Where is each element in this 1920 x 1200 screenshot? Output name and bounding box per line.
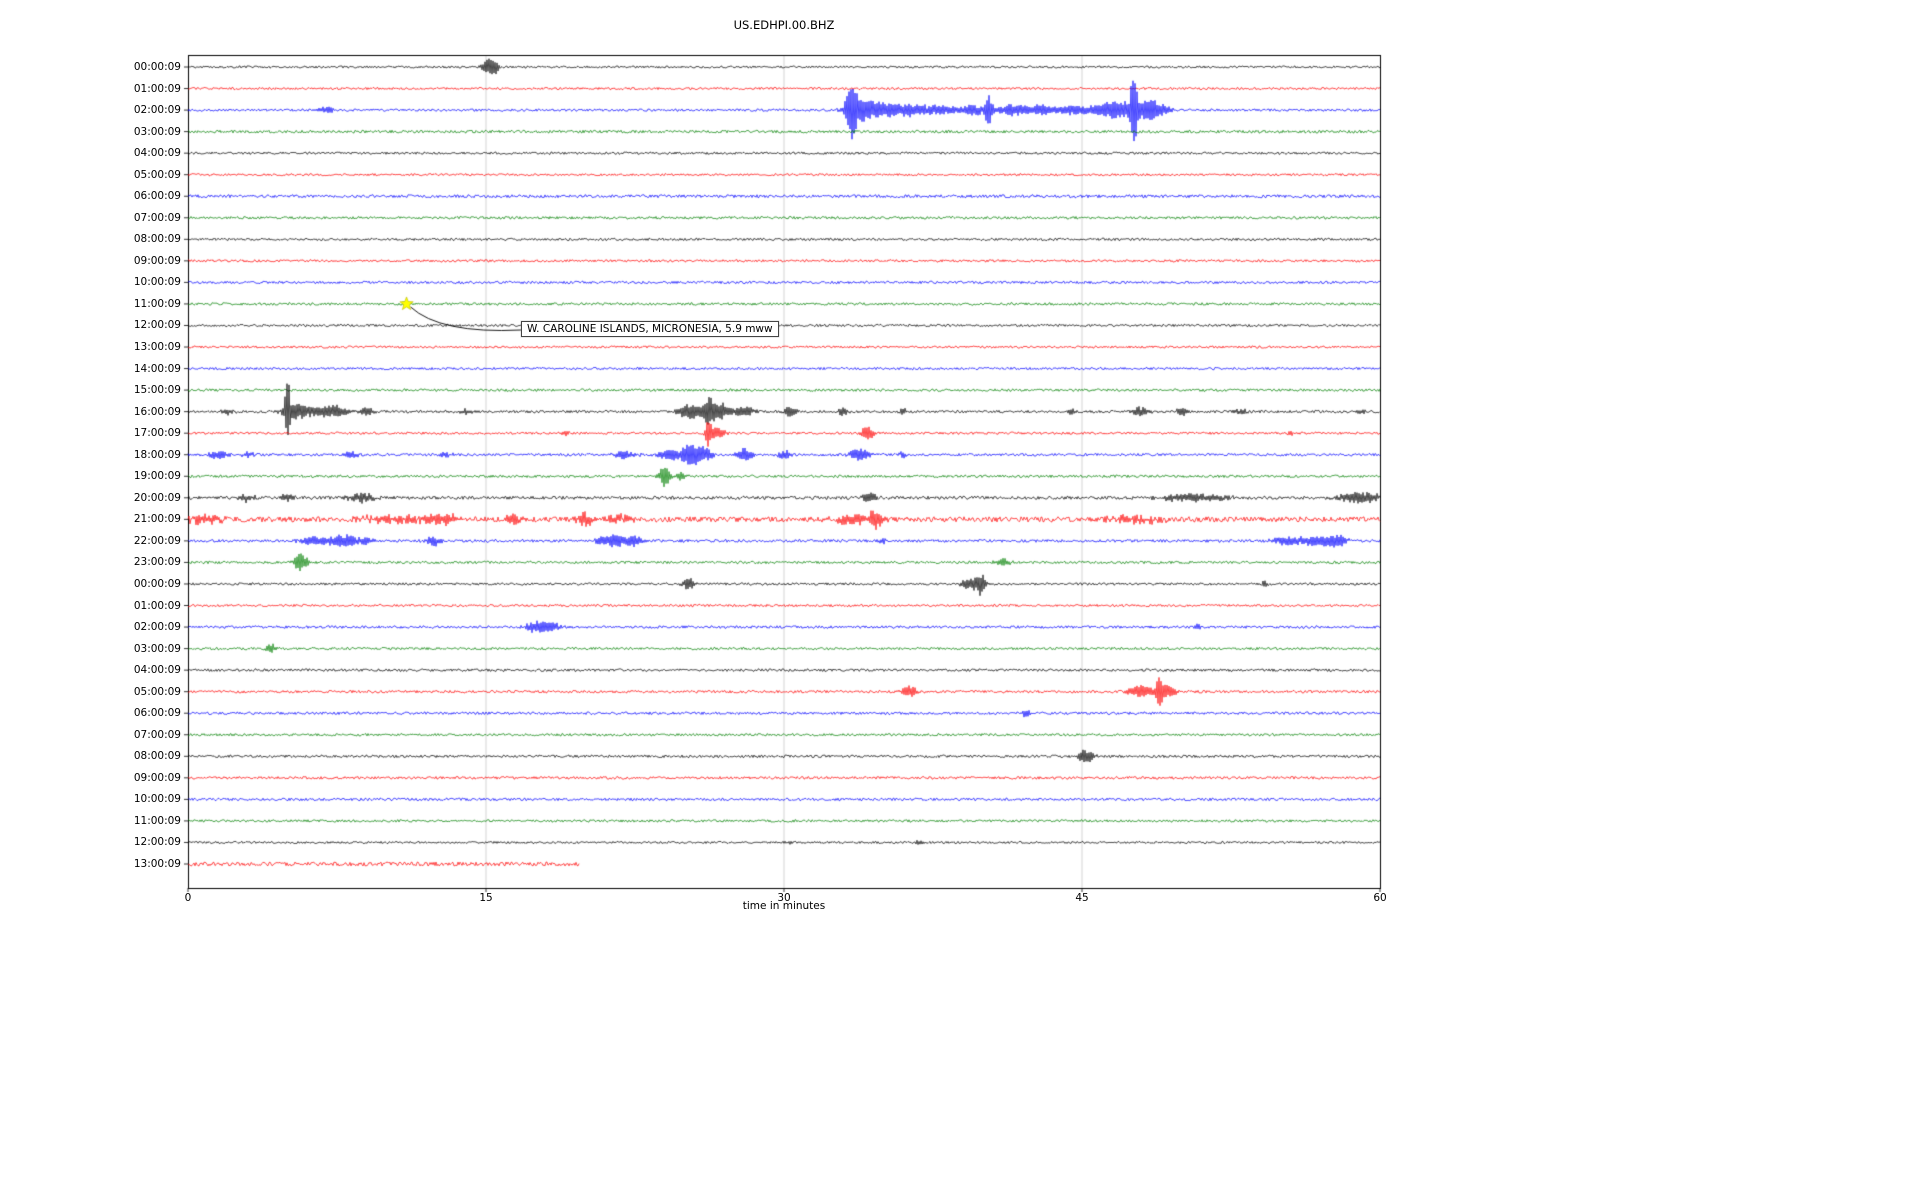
- event-annotation: W. CAROLINE ISLANDS, MICRONESIA, 5.9 mww: [521, 321, 779, 337]
- chart-title: US.EDHPI.00.BHZ: [733, 18, 835, 32]
- x-axis-label: time in minutes: [742, 900, 826, 912]
